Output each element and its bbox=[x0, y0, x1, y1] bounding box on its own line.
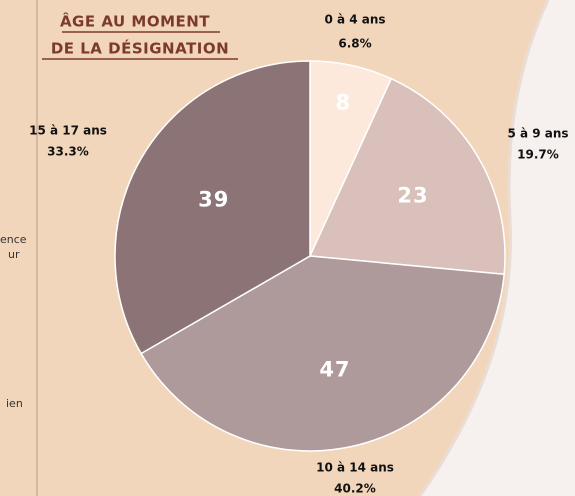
slice-value-label: 47 bbox=[319, 357, 350, 381]
side-text: ence bbox=[0, 233, 27, 246]
slice-value-label: 8 bbox=[335, 91, 351, 115]
side-text: ien bbox=[6, 397, 23, 410]
percentage-label: 19.7% bbox=[517, 148, 559, 162]
category-label: 5 à 9 ans bbox=[507, 127, 568, 141]
decorative-shape bbox=[420, 0, 575, 496]
category-label: 10 à 14 ans bbox=[316, 461, 394, 475]
category-label: 0 à 4 ans bbox=[324, 13, 385, 27]
slice-value-label: 39 bbox=[198, 187, 229, 211]
pie-slice bbox=[114, 60, 311, 355]
percentage-label: 40.2% bbox=[334, 482, 376, 496]
side-text: ur bbox=[8, 248, 20, 261]
chart-title: DE LA DÉSIGNATION bbox=[51, 39, 229, 58]
slice-value-label: 23 bbox=[397, 184, 428, 208]
percentage-label: 6.8% bbox=[338, 37, 371, 51]
chart-title: ÂGE AU MOMENT bbox=[60, 12, 210, 31]
decorative-edge bbox=[418, 0, 550, 496]
pie-slice bbox=[308, 77, 506, 276]
percentage-label: 33.3% bbox=[47, 145, 89, 159]
pie-slice bbox=[140, 255, 505, 452]
category-label: 15 à 17 ans bbox=[29, 124, 107, 138]
